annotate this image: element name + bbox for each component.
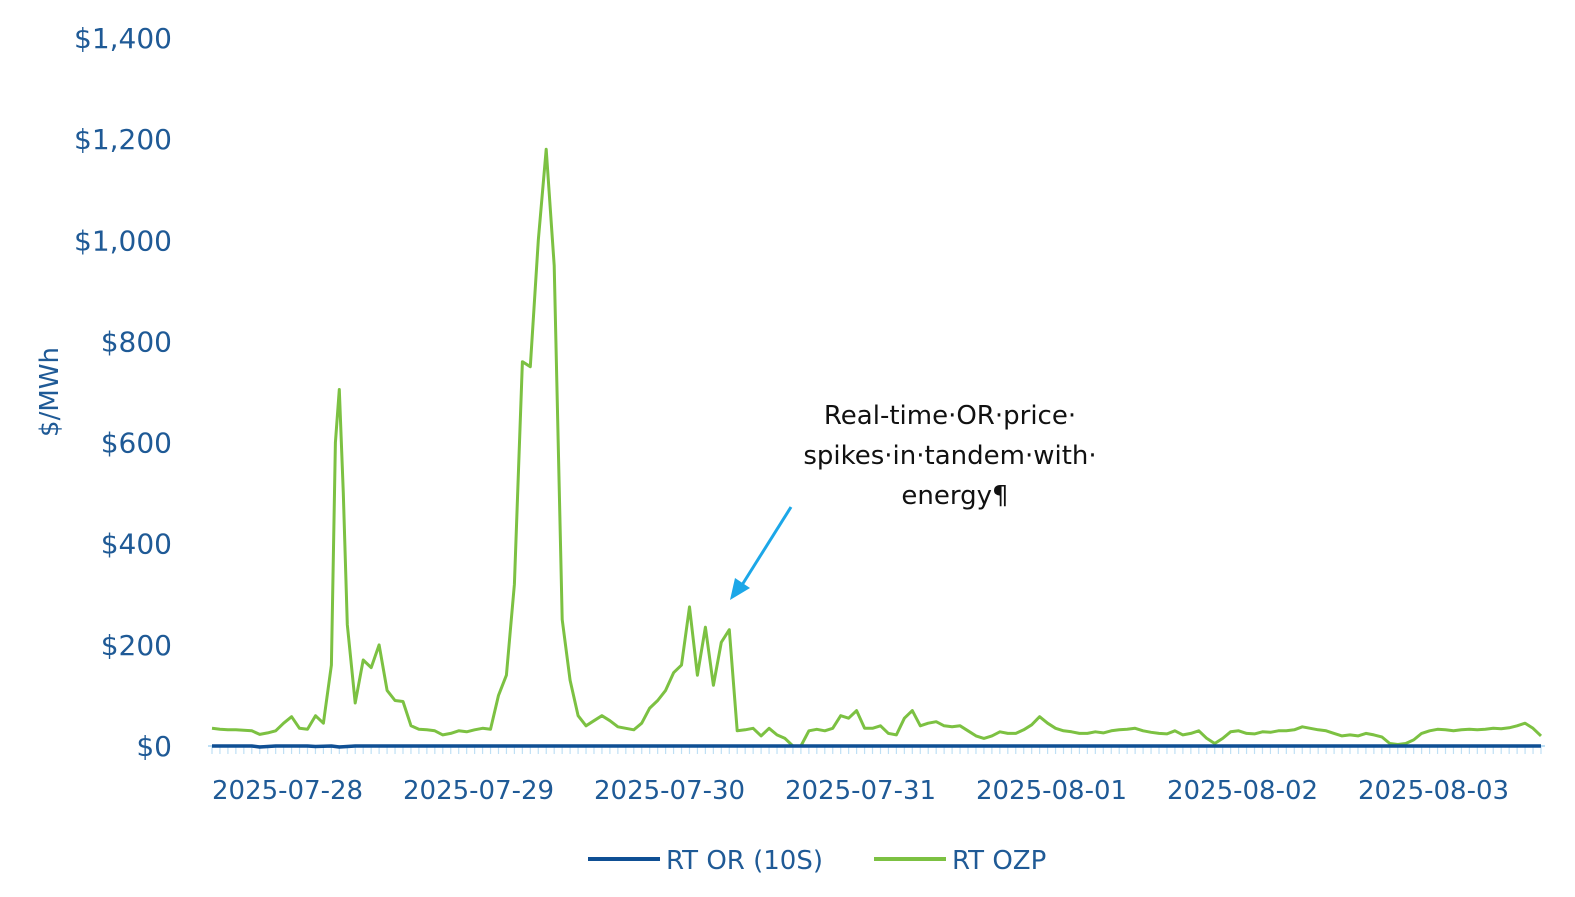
legend-label-rt-or: RT OR (10S): [666, 846, 823, 876]
y-axis-ticks: $0 $200 $400 $600 $800 $1,000 $1,200 $1,400: [74, 22, 172, 763]
x-tick-label: 2025-07-29: [403, 776, 554, 806]
y-tick-label: $1,400: [74, 22, 172, 55]
legend: RT OR (10S) RT OZP: [588, 846, 1046, 876]
y-tick-label: $400: [101, 528, 172, 561]
y-tick-label: $0: [136, 730, 172, 763]
y-tick-label: $200: [101, 629, 172, 662]
y-tick-label: $800: [101, 325, 172, 358]
x-tick-label: 2025-08-03: [1358, 776, 1509, 806]
legend-label-rt-ozp: RT OZP: [952, 846, 1046, 876]
annotation: Real-time·OR·price· spikes·in·tandem·wit…: [730, 401, 1097, 600]
y-tick-label: $1,000: [74, 224, 172, 257]
annotation-arrow: [730, 506, 793, 600]
x-tick-label: 2025-08-02: [1167, 776, 1318, 806]
x-tick-label: 2025-07-30: [594, 776, 745, 806]
annotation-line-2: spikes·in·tandem·with·: [803, 441, 1096, 471]
x-tick-label: 2025-07-31: [785, 776, 936, 806]
x-axis-ticks: 2025-07-28 2025-07-29 2025-07-30 2025-07-31…: [212, 776, 1509, 806]
y-axis-label: $/MWh: [35, 347, 65, 437]
series-line-rt-ozp: [211, 147, 1543, 748]
y-tick-label: $600: [101, 427, 172, 460]
annotation-line-3: energy¶: [901, 481, 1008, 511]
y-tick-label: $1,200: [74, 123, 172, 156]
x-tick-label: 2025-08-01: [976, 776, 1127, 806]
x-tick-label: 2025-07-28: [212, 776, 363, 806]
series-line-rt-or: [212, 744, 1541, 749]
series-lines: [211, 147, 1543, 749]
annotation-line-1: Real-time·OR·price·: [824, 401, 1076, 431]
